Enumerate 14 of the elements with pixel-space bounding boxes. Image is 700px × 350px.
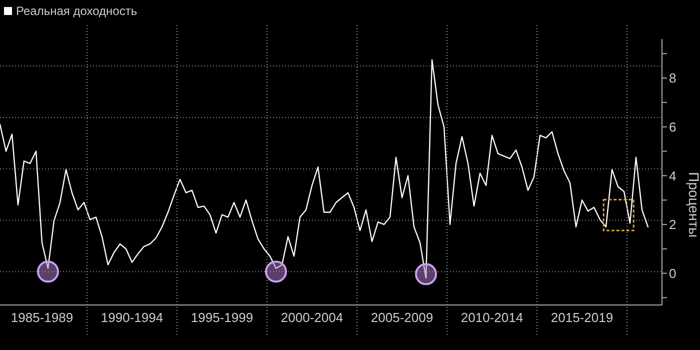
legend-label: Реальная доходность <box>15 4 138 18</box>
x-tick-label: 1985-1989 <box>10 310 74 326</box>
x-tick-label: 1990-1994 <box>100 310 164 326</box>
x-tick-label: 1995-1999 <box>190 310 254 326</box>
y-axis-title: Проценты <box>686 172 700 238</box>
x-tick-label: 2000-2004 <box>280 310 344 326</box>
y-tick-label: 8 <box>669 70 676 86</box>
y-tick-label: 2 <box>669 217 676 232</box>
x-tick-label: 2005-2009 <box>370 310 434 326</box>
y-tick-label: 6 <box>669 119 676 134</box>
x-tick-label: 2015-2019 <box>550 310 614 326</box>
x-tick-label: 2010-2014 <box>460 310 524 326</box>
y-tick-label: 0 <box>669 266 676 281</box>
y-tick-label: 4 <box>669 168 676 184</box>
